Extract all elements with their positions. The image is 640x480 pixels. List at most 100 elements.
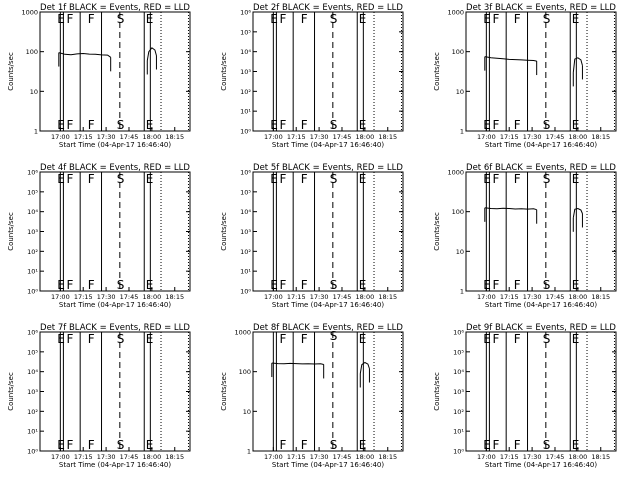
x-tick-label: 18:00 — [355, 293, 374, 301]
y-tick-label: 1 — [460, 128, 464, 136]
y-axis-label: Counts/sec — [220, 212, 228, 251]
x-tick-label: 17:45 — [120, 133, 139, 141]
panel-title: Det 2f BLACK = Events, RED = LLD — [253, 3, 403, 13]
events-series — [484, 56, 537, 62]
marker-label: F — [66, 278, 73, 292]
x-tick-label: 17:45 — [333, 453, 352, 461]
y-tick-label: 10² — [240, 88, 251, 96]
y-tick-label: 10⁰ — [240, 128, 251, 136]
panel-3: Det 3f BLACK = Events, RED = LLD Counts/s… — [433, 3, 617, 149]
marker-label: E — [146, 278, 154, 292]
y-tick-label: 1 — [247, 448, 251, 456]
panel-7: Det 7f BLACK = Events, RED = LLD Counts/s… — [7, 323, 191, 469]
marker-label: E — [359, 118, 367, 132]
y-tick-label: 1000 — [447, 169, 464, 177]
panel-title: Det 4f BLACK = Events, RED = LLD — [40, 163, 190, 173]
marker-label: F — [514, 438, 521, 452]
panel-5: Det 5f BLACK = Events, RED = LLD Counts/s… — [220, 163, 404, 309]
marker-label: S — [543, 12, 551, 26]
y-tick-label: 10⁶ — [240, 169, 251, 177]
x-tick-label: 18:15 — [378, 133, 397, 141]
events-series — [572, 57, 583, 73]
marker-label: E — [146, 172, 154, 186]
x-tick-label: 18:00 — [568, 453, 587, 461]
y-tick-label: 10¹ — [27, 428, 38, 436]
marker-label: E — [57, 438, 65, 452]
marker-label: S — [117, 332, 125, 346]
y-tick-label: 10³ — [240, 68, 251, 76]
panel-9: Det 9f BLACK = Events, RED = LLD Counts/s… — [433, 323, 617, 469]
y-axis-label: Counts/sec — [433, 212, 441, 251]
marker-label: S — [543, 278, 551, 292]
y-tick-label: 10² — [240, 248, 251, 256]
x-tick-label: 18:15 — [378, 453, 397, 461]
marker-label: E — [359, 278, 367, 292]
y-tick-label: 10³ — [27, 388, 38, 396]
x-tick-label: 17:00 — [477, 133, 496, 141]
marker-label: E — [57, 278, 65, 292]
marker-label: F — [88, 12, 95, 26]
marker-label: E — [483, 172, 491, 186]
x-tick-label: 17:15 — [500, 133, 519, 141]
x-tick-label: 18:15 — [165, 133, 184, 141]
marker-label: E — [270, 118, 278, 132]
x-tick-label: 18:15 — [591, 293, 610, 301]
marker-label: S — [117, 278, 125, 292]
marker-label: F — [279, 12, 286, 26]
x-tick-label: 17:00 — [51, 293, 70, 301]
marker-label: S — [330, 329, 338, 343]
panel-title: Det 6f BLACK = Events, RED = LLD — [466, 163, 616, 173]
marker-label: E — [57, 172, 65, 186]
x-tick-label: 17:15 — [500, 293, 519, 301]
marker-label: E — [146, 438, 154, 452]
marker-label: S — [330, 438, 338, 452]
marker-label: E — [483, 12, 491, 26]
marker-label: S — [330, 278, 338, 292]
y-tick-label: 10⁰ — [27, 448, 38, 456]
marker-label: F — [301, 438, 308, 452]
x-tick-label: 17:45 — [546, 293, 565, 301]
marker-label: E — [57, 12, 65, 26]
y-tick-label: 10 — [456, 88, 464, 96]
marker-label: F — [492, 332, 499, 346]
marker-label: E — [359, 332, 367, 346]
panel-title: Det 1f BLACK = Events, RED = LLD — [40, 3, 190, 13]
marker-label: F — [514, 278, 521, 292]
marker-label: E — [359, 172, 367, 186]
marker-label: F — [492, 438, 499, 452]
events-series — [146, 47, 157, 61]
panel-6: Det 6f BLACK = Events, RED = LLD Counts/s… — [433, 163, 617, 309]
marker-label: E — [270, 12, 278, 26]
y-axis-label: Counts/sec — [7, 372, 15, 411]
y-tick-label: 1 — [34, 128, 38, 136]
panel-title: Det 7f BLACK = Events, RED = LLD — [40, 323, 190, 333]
marker-label: F — [66, 438, 73, 452]
y-tick-label: 10³ — [453, 388, 464, 396]
x-tick-label: 17:00 — [477, 293, 496, 301]
x-tick-label: 17:30 — [523, 293, 542, 301]
marker-label: F — [88, 172, 95, 186]
y-tick-label: 100 — [452, 208, 464, 216]
marker-label: F — [66, 332, 73, 346]
marker-label: S — [117, 118, 125, 132]
marker-label: F — [66, 172, 73, 186]
plot-frame — [39, 11, 191, 132]
panel-1: Det 1f BLACK = Events, RED = LLD Counts/s… — [7, 3, 191, 149]
marker-label: F — [88, 438, 95, 452]
marker-label: F — [492, 12, 499, 26]
y-tick-label: 10³ — [240, 228, 251, 236]
marker-label: S — [543, 332, 551, 346]
marker-label: S — [117, 438, 125, 452]
marker-label: F — [88, 118, 95, 132]
marker-label: F — [514, 332, 521, 346]
marker-label: E — [359, 438, 367, 452]
y-tick-label: 10⁴ — [27, 208, 38, 216]
marker-label: S — [330, 12, 338, 26]
y-tick-label: 1 — [460, 288, 464, 296]
y-tick-label: 100 — [26, 48, 38, 56]
x-tick-label: 17:15 — [287, 293, 306, 301]
x-axis-label: Start Time (04-Apr-17 16:46:40) — [272, 301, 384, 309]
plot-frame — [465, 171, 617, 292]
y-tick-label: 10⁰ — [453, 448, 464, 456]
marker-label: F — [301, 12, 308, 26]
